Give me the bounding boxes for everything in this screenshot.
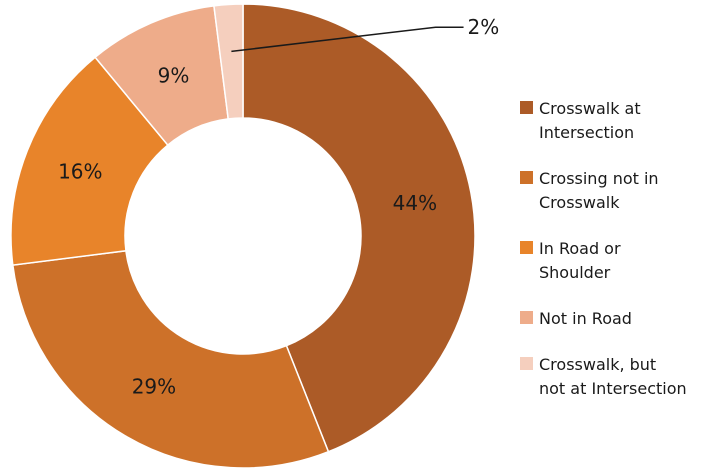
leader-line-crosswalk-but-not-at-intersection	[231, 26, 464, 53]
slice-crosswalk-but-not-at-intersection	[213, 3, 244, 120]
legend-item-in-road-or-shoulder: In Road or Shoulder	[520, 237, 720, 285]
legend-swatch	[520, 101, 533, 114]
legend-item-crosswalk-but-not-at-intersection: Crosswalk, but not at Intersection	[520, 353, 720, 401]
legend-swatch	[520, 311, 533, 324]
slice-crossing-not-in-crosswalk	[11, 249, 330, 469]
chart-legend: Crosswalk at Intersection Crossing not in…	[520, 97, 720, 423]
legend-swatch	[520, 357, 533, 370]
legend-label: Crossing not in Crosswalk	[539, 169, 659, 212]
slice-labels: 44% 29% 16% 9% 2%	[58, 15, 499, 398]
data-label-in-road-or-shoulder: 16%	[58, 160, 102, 184]
slice-in-road-or-shoulder	[10, 56, 169, 266]
legend-item-not-in-road: Not in Road	[520, 307, 720, 331]
data-label-crosswalk-at-intersection: 44%	[393, 191, 437, 215]
donut-slices	[10, 3, 476, 469]
legend-label: Crosswalk, but not at Intersection	[539, 355, 687, 398]
data-label-crossing-not-in-crosswalk: 29%	[132, 375, 176, 399]
legend-item-crosswalk-at-intersection: Crosswalk at Intersection	[520, 97, 720, 145]
legend-item-crossing-not-in-crosswalk: Crossing not in Crosswalk	[520, 167, 720, 215]
legend-swatch	[520, 171, 533, 184]
data-label-not-in-road: 9%	[158, 63, 190, 87]
legend-label: In Road or Shoulder	[539, 239, 621, 282]
data-label-crosswalk-but-not-at-intersection: 2%	[468, 15, 500, 39]
legend-label: Not in Road	[539, 309, 632, 328]
legend-label: Crosswalk at Intersection	[539, 99, 641, 142]
leader-lines	[231, 26, 464, 53]
slice-crosswalk-at-intersection	[242, 3, 476, 453]
legend-swatch	[520, 241, 533, 254]
